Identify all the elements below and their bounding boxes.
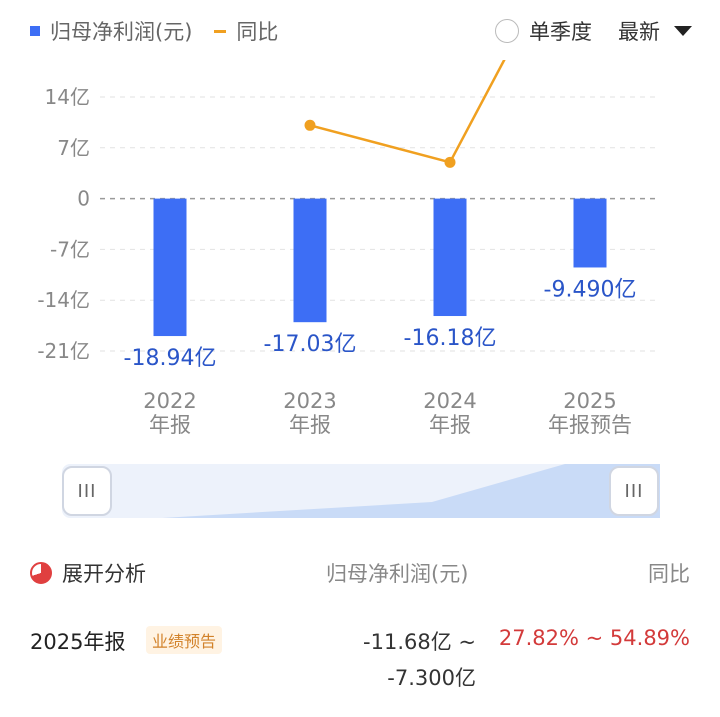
x-tick-label: 2025	[563, 389, 616, 413]
legend-profit-label: 归母净利润(元)	[50, 20, 193, 44]
chart-controls: 单季度 最新	[495, 16, 692, 46]
zoom-handle-right[interactable]: III	[609, 466, 659, 516]
analysis-header: 展开分析 归母净利润(元) 同比	[30, 558, 690, 588]
forecast-profit-high: -7.300亿	[387, 666, 476, 690]
yoy-line	[309, 60, 506, 164]
legend-yoy-label: 同比	[236, 20, 279, 44]
profit-bar	[573, 198, 607, 268]
caret-down-icon	[674, 26, 692, 36]
bar-value-label: -9.490亿	[544, 277, 637, 302]
zoom-preview-area	[162, 464, 660, 518]
yoy-point	[444, 156, 456, 168]
y-tick-label: 7亿	[57, 136, 90, 160]
y-tick-label: -7亿	[50, 237, 90, 261]
profit-bar	[153, 198, 187, 337]
zoom-preview-shape	[162, 464, 660, 518]
profit-bar	[293, 198, 327, 323]
x-tick-label: 2022	[143, 389, 196, 413]
y-tick-label: -21亿	[37, 339, 90, 363]
column-header-yoy: 同比	[648, 562, 690, 586]
y-tick-label: -14亿	[37, 288, 90, 312]
y-tick-label: 0	[77, 187, 90, 211]
x-tick-label: 年报	[429, 413, 471, 437]
x-tick-label: 2023	[283, 389, 336, 413]
chart-legend: 归母净利润(元) 同比	[30, 16, 300, 46]
legend-item-yoy[interactable]: 同比	[214, 16, 278, 46]
x-tick-label: 2024	[423, 389, 476, 413]
bar-value-label: -16.18亿	[404, 326, 497, 351]
forecast-yoy-range: 27.82% ~ 54.89%	[498, 626, 690, 650]
bar-value-label: -18.94亿	[124, 346, 217, 371]
forecast-badge: 业绩预告	[146, 626, 223, 654]
sort-dropdown[interactable]: 最新	[618, 16, 692, 46]
quarter-radio[interactable]	[495, 19, 519, 43]
profit-chart: 14亿 7亿 0 -7亿 -14亿 -21亿 -18.94亿 -17.03亿 -16.18亿 -9…	[37, 60, 660, 437]
y-tick-label: 14亿	[45, 85, 90, 109]
pie-chart-icon	[30, 562, 52, 584]
bar-value-label: -17.03亿	[264, 332, 357, 357]
x-tick-label: 年报预告	[548, 413, 632, 437]
column-header-profit: 归母净利润(元)	[326, 562, 469, 586]
yoy-point	[304, 119, 316, 131]
zoom-handle-left[interactable]: III	[62, 466, 112, 516]
profit-bar	[433, 198, 467, 317]
sort-label: 最新	[618, 20, 660, 44]
x-tick-label: 年报	[149, 413, 191, 437]
legend-item-profit[interactable]: 归母净利润(元)	[30, 16, 192, 46]
forecast-row[interactable]: 2025年报 业绩预告 -11.68亿 ~ -7.300亿 27.82% ~ 5…	[30, 626, 690, 696]
analysis-title[interactable]: 展开分析	[62, 562, 146, 586]
forecast-profit-low: -11.68亿 ~	[363, 630, 476, 654]
line-swatch-icon	[214, 29, 227, 33]
quarter-label[interactable]: 单季度	[529, 20, 592, 44]
x-tick-label: 年报	[289, 413, 331, 437]
zoom-slider-track[interactable]	[62, 464, 660, 518]
bar-swatch-icon	[30, 26, 40, 36]
forecast-period: 2025年报	[30, 630, 126, 654]
